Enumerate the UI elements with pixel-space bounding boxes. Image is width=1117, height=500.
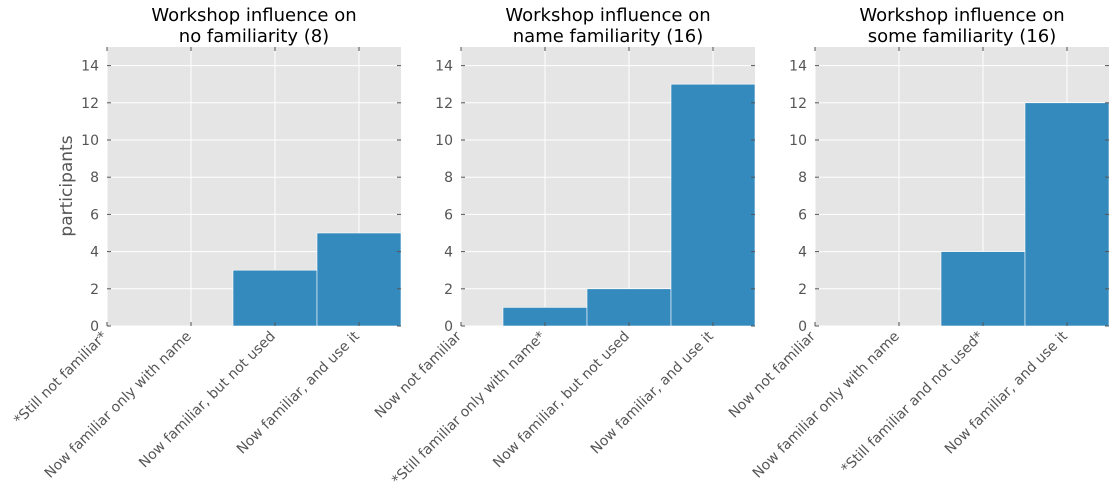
chart-panel-2: 0 2 4 6 8 10 12 14 Now not familiar*Still famili… [372,5,756,489]
chart-title-line: Workshop influence on [859,5,1064,26]
y-tick-label: 12 [789,96,807,112]
y-tick-label: 0 [798,319,807,335]
y-axis-label: participants [57,135,77,236]
y-tick-label: 6 [798,207,807,223]
chart-title-line: Workshop influence on [151,5,356,26]
y-tick-label: 2 [90,282,99,298]
bar [940,251,1026,327]
bar [316,232,402,327]
y-tick-label: 8 [90,170,99,186]
bar [586,288,672,327]
y-tick-label: 10 [789,133,807,149]
y-tick-label: 2 [798,282,807,298]
x-tick-label: Now not familiar [726,328,819,421]
y-tick-label: 0 [90,319,99,335]
chart-title-line: some familiarity (16) [868,26,1056,47]
bar [670,83,756,327]
y-tick-label: 8 [798,170,807,186]
y-tick-label: 6 [444,207,453,223]
y-tick-label: 10 [81,133,99,149]
chart-panel-1: 0 2 4 6 8 10 12 14 *Still not familiar*Now famil… [11,5,402,482]
y-tick-label: 12 [435,96,453,112]
y-tick-label: 14 [435,59,453,75]
y-tick-label: 4 [444,245,453,261]
x-tick-label: *Still not familiar* [11,329,111,429]
y-tick-label: 8 [444,170,453,186]
x-tick-label: Now familiar, but not used [490,329,633,472]
x-tick-label: Now familiar only with name [42,329,195,482]
y-tick-label: 2 [444,282,453,298]
y-tick-label: 6 [90,207,99,223]
bar [1024,102,1110,327]
x-tick-label: *Still familiar only with name* [389,329,549,489]
chart-title-line: no familiarity (8) [179,26,329,47]
y-tick-label: 14 [81,59,99,75]
x-tick-label: *Still familiar and not used* [838,329,986,477]
y-tick-label: 14 [789,59,807,75]
chart-title-line: Workshop influence on [505,5,710,26]
x-tick-label: Now familiar only with name [750,329,903,482]
x-tick-label: Now familiar, but not used [136,329,279,472]
x-tick-label: Now not familiar [372,328,465,421]
y-tick-label: 0 [444,319,453,335]
y-tick-label: 4 [90,245,99,261]
y-tick-label: 10 [435,133,453,149]
y-tick-label: 4 [798,245,807,261]
y-tick-label: 12 [81,96,99,112]
chart-title-line: name familiarity (16) [513,26,704,47]
bar [232,269,318,327]
